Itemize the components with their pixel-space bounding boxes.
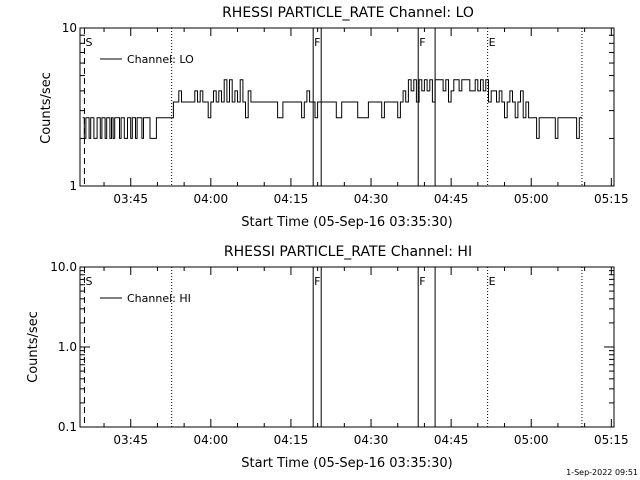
event-marker-label: F <box>314 275 320 288</box>
panel-lo: RHESSI PARTICLE_RATE Channel: LO Counts/… <box>39 5 629 230</box>
y-tick-label: 10.0 <box>50 260 77 274</box>
event-marker-label: E <box>489 275 496 288</box>
x-tick-label: 03:45 <box>113 433 148 447</box>
x-tick-label: 04:15 <box>274 192 309 206</box>
x-tick-label: 04:00 <box>194 192 229 206</box>
y-tick-labels-hi: 0.1 1.0 10.0 <box>50 260 77 434</box>
x-tick-label: 05:00 <box>514 433 549 447</box>
generation-timestamp: 1-Sep-2022 09:51 <box>566 468 638 477</box>
y-axis-label-hi: Counts/sec <box>26 311 41 383</box>
x-tick-label: 04:15 <box>274 433 309 447</box>
x-tick-label: 04:00 <box>194 433 229 447</box>
y-tick-label: 1.0 <box>58 340 77 354</box>
y-axis-label-lo: Counts/sec <box>39 72 54 144</box>
chart-title-lo: RHESSI PARTICLE_RATE Channel: LO <box>222 5 474 21</box>
y-tick-label: 1 <box>69 179 77 193</box>
x-tick-label: 04:45 <box>434 192 469 206</box>
x-axis-label-hi: Start Time (05-Sep-16 03:35:30) <box>241 456 452 471</box>
axis-ticks-lo <box>80 28 614 187</box>
series-line-channel-lo <box>82 79 582 139</box>
y-tick-label: 10 <box>62 21 77 35</box>
event-marker-label: F <box>419 36 425 49</box>
x-tick-label: 03:45 <box>113 192 148 206</box>
x-tick-label: 05:00 <box>514 192 549 206</box>
axis-ticks-hi <box>80 267 614 428</box>
plot-frame-hi <box>79 266 615 428</box>
chart-title-hi: RHESSI PARTICLE_RATE Channel: HI <box>224 244 472 260</box>
y-tick-labels-lo: 1 10 <box>62 21 77 193</box>
x-tick-label: 05:15 <box>594 192 629 206</box>
event-marker-label: S <box>85 275 92 288</box>
x-tick-labels-lo: 03:45 04:00 04:15 04:30 04:45 05:00 05:15 <box>113 192 628 206</box>
plot-frame-lo <box>79 27 615 187</box>
legend-label-hi: Channel: HI <box>127 292 191 305</box>
x-tick-labels-hi: 03:45 04:00 04:15 04:30 04:45 05:00 05:15 <box>113 433 628 447</box>
x-tick-label: 04:45 <box>434 433 469 447</box>
x-tick-label: 05:15 <box>594 433 629 447</box>
event-marker-label: S <box>85 36 92 49</box>
event-marker-label: F <box>314 36 320 49</box>
x-axis-label-lo: Start Time (05-Sep-16 03:35:30) <box>241 215 452 230</box>
event-marker-label: E <box>489 36 496 49</box>
x-tick-label: 04:30 <box>354 192 389 206</box>
event-marker-label: F <box>419 275 425 288</box>
legend-label-lo: Channel: LO <box>127 53 194 66</box>
panel-hi: RHESSI PARTICLE_RATE Channel: HI Counts/… <box>26 244 629 471</box>
x-tick-label: 04:30 <box>354 433 389 447</box>
y-tick-label: 0.1 <box>58 420 77 434</box>
